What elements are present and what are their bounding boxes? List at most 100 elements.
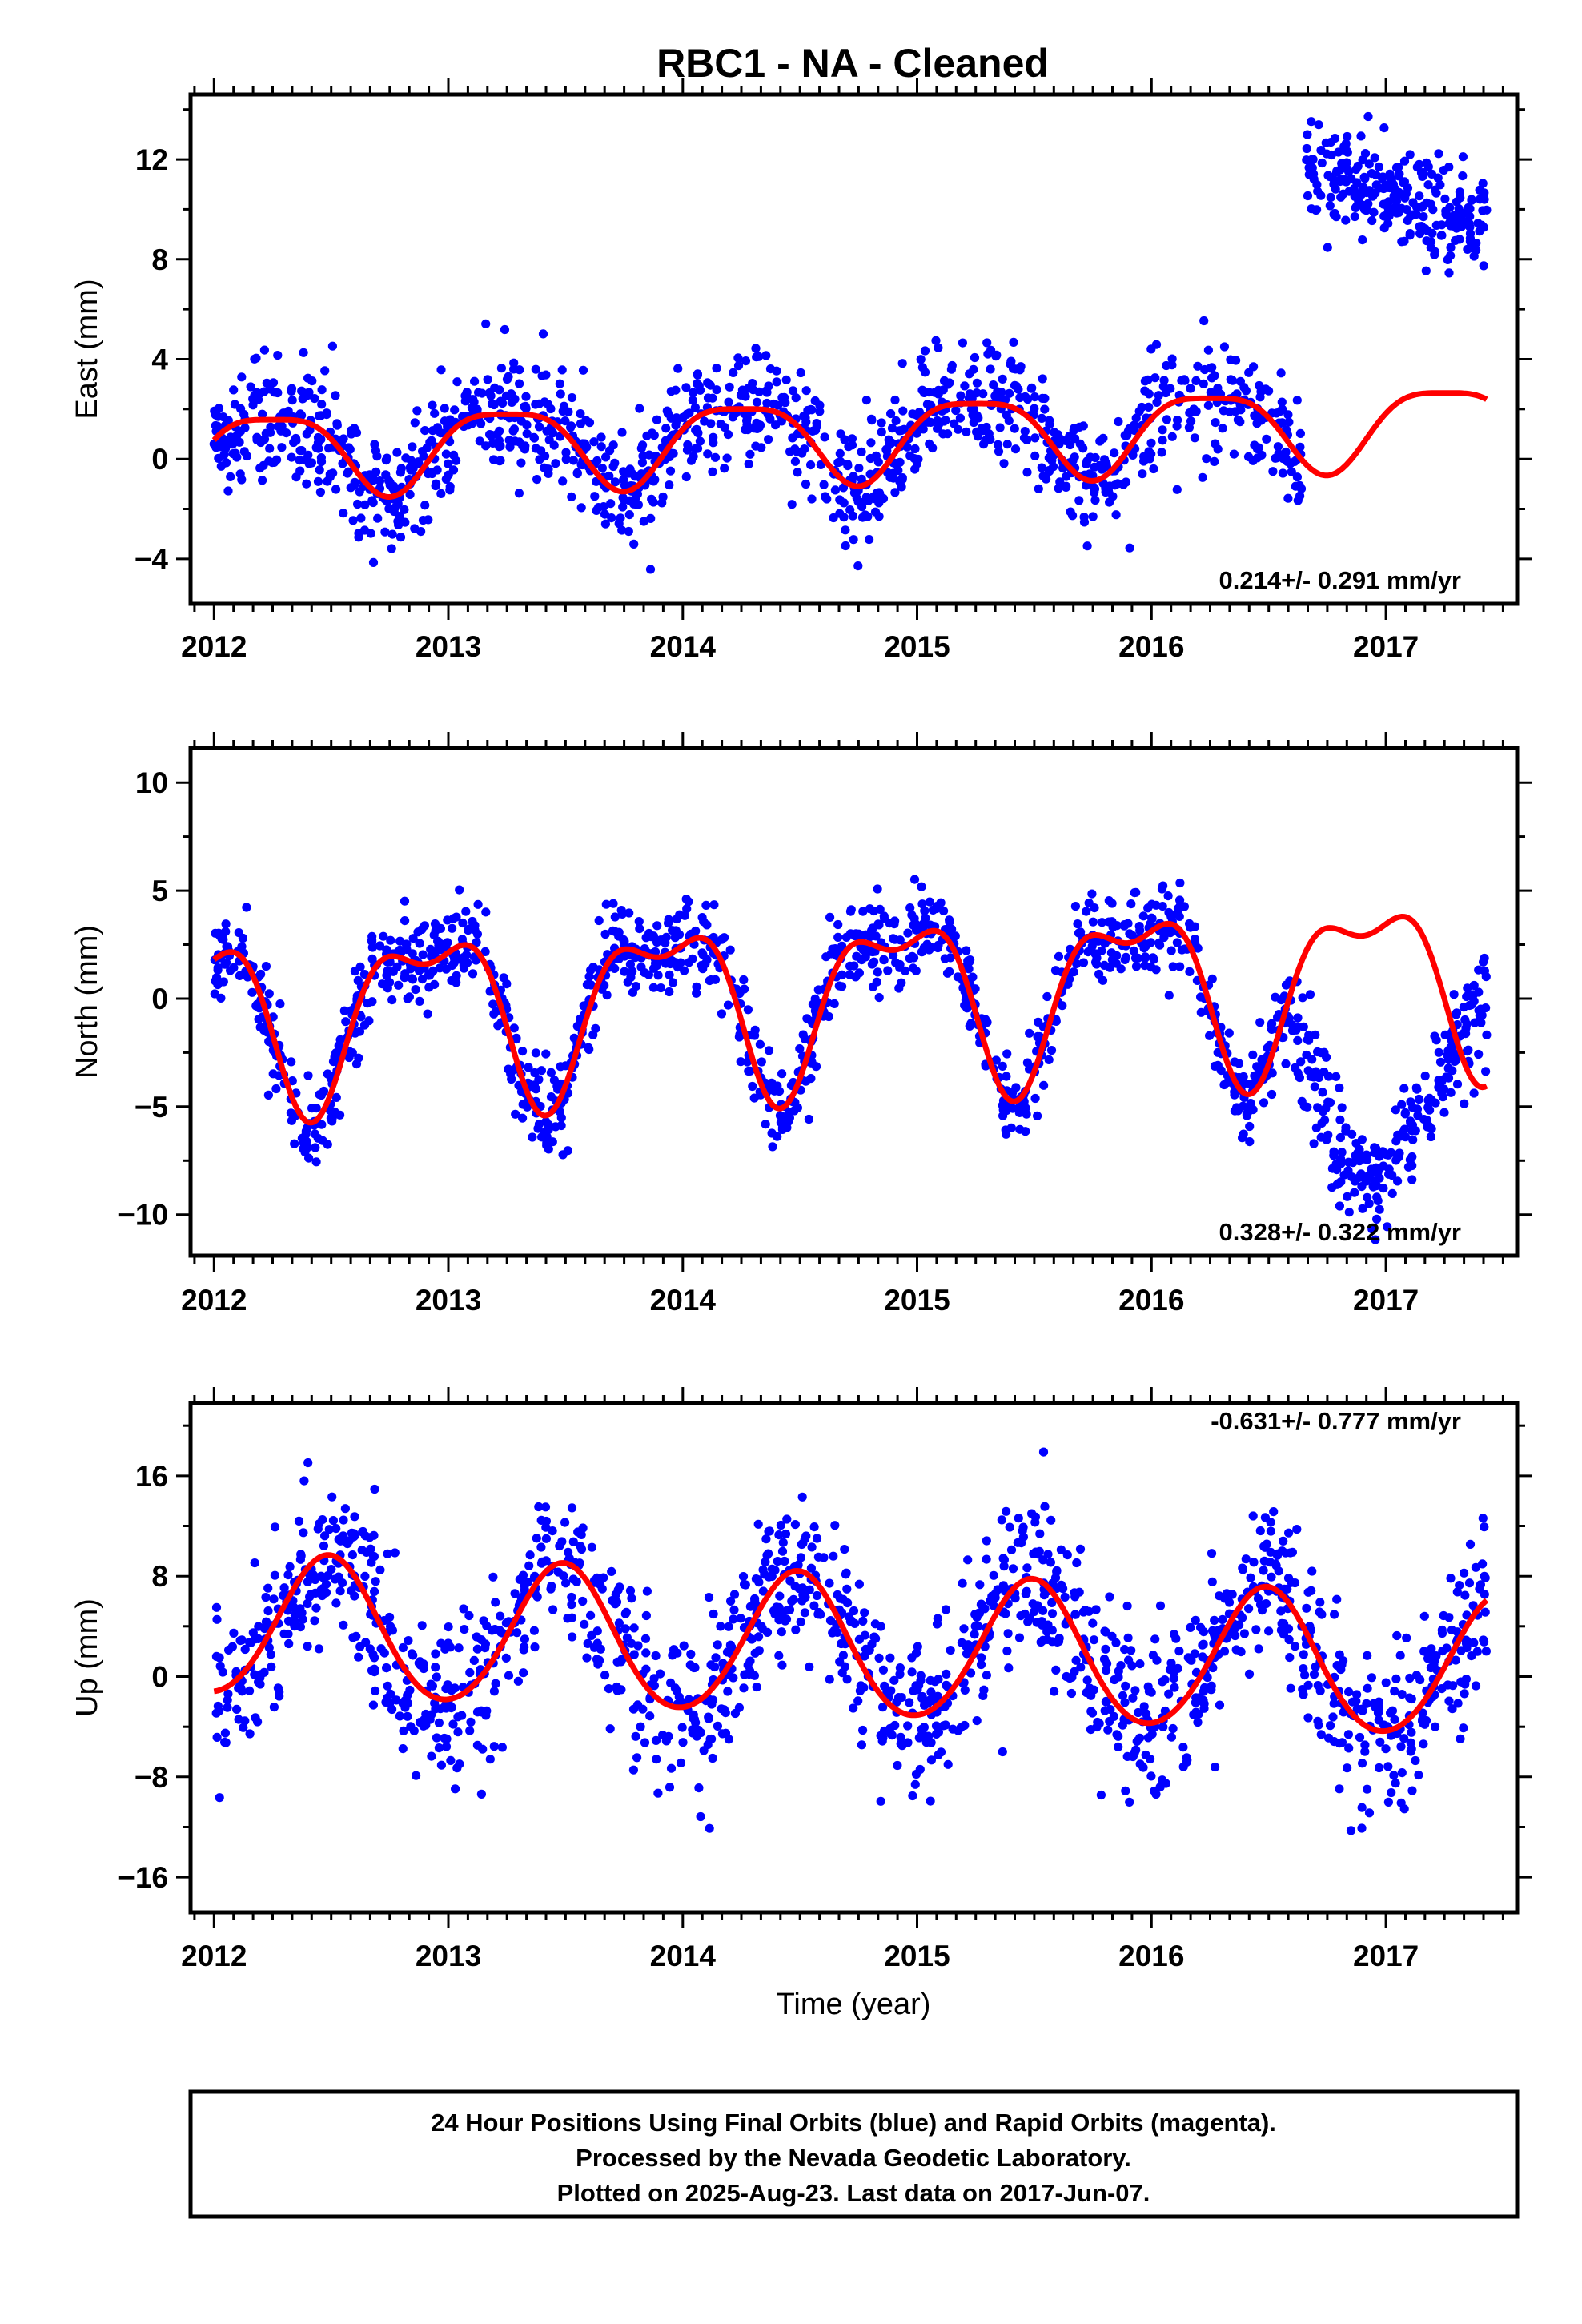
data-point [383,1549,392,1558]
data-point [1248,1050,1258,1059]
data-point [522,1102,532,1112]
x-tick-label: 2016 [1118,1940,1184,1972]
data-point [1128,1693,1138,1703]
data-point [258,476,267,485]
data-point [1233,1106,1243,1116]
data-point [400,1703,410,1712]
data-point [1271,453,1280,463]
data-point [1407,1786,1417,1795]
data-point [611,1599,620,1609]
data-point [841,1568,851,1578]
data-point [331,1092,341,1102]
data-point [601,899,611,909]
data-point [1475,195,1485,204]
data-point [940,954,950,963]
data-point [1140,961,1150,971]
data-point [1158,902,1167,911]
data-point [417,1621,427,1630]
data-point [1066,1688,1076,1699]
data-point [962,427,971,436]
data-point [227,440,238,449]
data-point [1276,1606,1286,1616]
data-point [1014,1633,1025,1642]
data-point [261,1617,271,1626]
data-point [789,1594,798,1604]
data-point [370,1484,379,1494]
data-point [1285,1653,1295,1663]
data-point [1284,1528,1294,1538]
data-point [686,1649,696,1659]
data-point [432,1672,441,1682]
data-point [1090,496,1100,505]
data-point [418,516,428,525]
data-point [287,1076,297,1086]
data-point [854,464,864,473]
data-point [998,1581,1008,1590]
data-point [368,1700,378,1710]
data-point [734,1703,745,1712]
data-point [1246,1080,1255,1089]
data-point [858,1725,868,1735]
data-point [560,1518,570,1527]
data-point [1437,231,1447,240]
data-point [1209,1629,1219,1639]
data-point [428,468,437,477]
data-point [1313,1047,1323,1057]
data-point [1342,158,1351,167]
data-point [812,419,821,428]
data-point [1101,1644,1110,1654]
data-point [1020,1609,1030,1619]
data-point [1326,192,1335,202]
data-point [347,429,356,439]
data-point [1171,1634,1181,1643]
data-point [1284,417,1294,427]
data-point [1255,1018,1265,1027]
data-point [931,336,941,345]
data-point [976,1659,986,1670]
data-point [1245,1121,1255,1132]
data-point [1097,464,1106,474]
data-point [567,1600,576,1610]
data-point [367,943,377,952]
data-point [1406,1097,1415,1107]
data-point [1238,1133,1247,1143]
data-point [617,428,627,437]
data-point [459,960,468,970]
data-point [1339,142,1349,151]
data-point [1310,1082,1319,1092]
data-point [847,434,857,444]
data-point [430,979,440,989]
data-point [297,446,307,456]
data-point [578,1523,588,1533]
data-point [883,966,893,975]
data-point [1161,1779,1170,1788]
data-point [1166,384,1175,393]
data-point [576,460,586,469]
data-point [1443,1051,1452,1060]
data-point [689,388,698,397]
data-point [1038,1606,1048,1615]
data-point [219,412,228,422]
data-point [1233,415,1243,424]
data-point [874,993,884,1003]
data-point [502,979,512,989]
data-point [390,1548,400,1558]
data-point [646,513,656,524]
data-point [910,464,920,474]
data-point [648,983,659,992]
data-point [289,437,299,448]
data-point [641,1610,652,1621]
data-point [1259,1542,1269,1551]
data-point [597,1584,607,1594]
data-point [986,345,996,355]
data-point [973,432,982,441]
data-point [400,517,410,527]
data-point [878,1665,888,1675]
data-point [729,1590,740,1599]
data-point [1046,1515,1056,1525]
data-point [516,458,526,468]
data-point [772,366,781,376]
data-point [1418,171,1427,181]
data-point [1350,212,1359,222]
data-point [465,1667,475,1678]
